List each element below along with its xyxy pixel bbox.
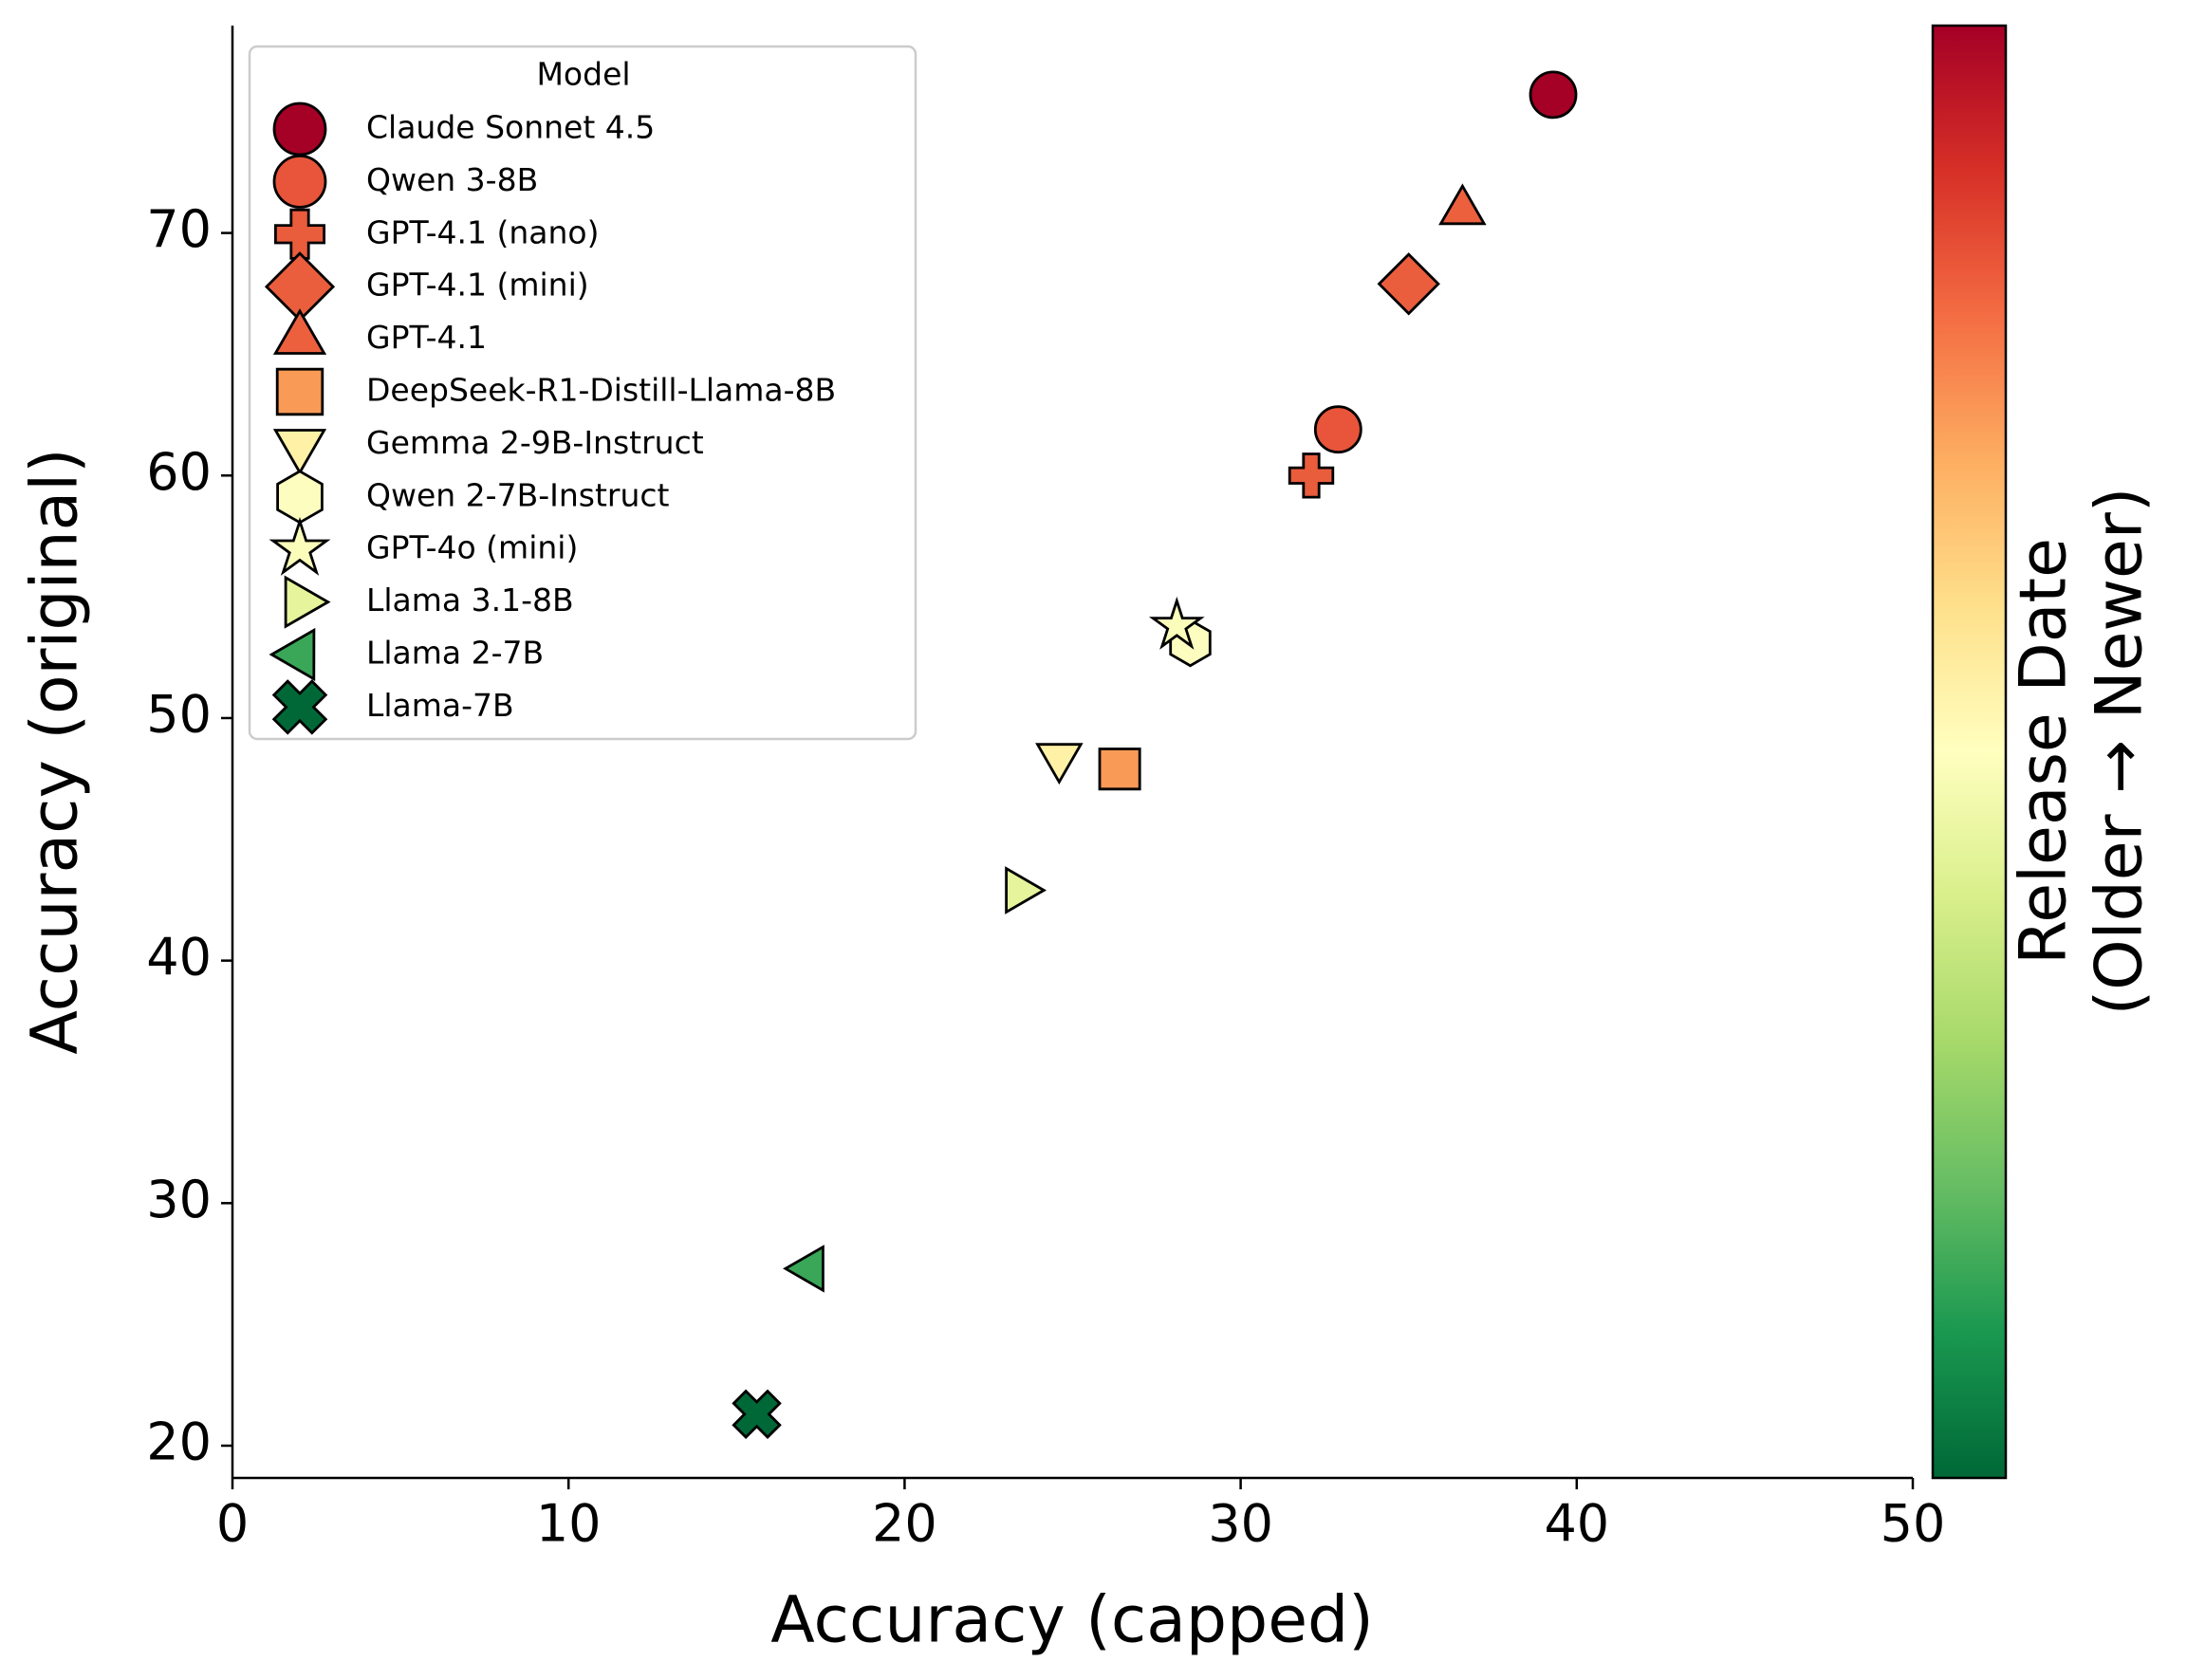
legend-marker	[276, 470, 324, 525]
y-tick-label: 50	[146, 685, 212, 745]
legend-label: Qwen 3-8B	[366, 161, 538, 198]
legend-marker	[269, 516, 331, 576]
x-tick-label: 10	[536, 1494, 602, 1554]
legend-marker	[272, 429, 327, 475]
legend-label: DeepSeek-R1-Distill-Llama-8B	[366, 372, 836, 409]
y-axis-label: Accuracy (original)	[18, 448, 93, 1054]
legend-label: Claude Sonnet 4.5	[366, 109, 655, 146]
point	[1313, 405, 1362, 454]
point	[1529, 70, 1578, 120]
legend-label: Llama 3.1-8B	[366, 582, 574, 618]
y-tick-label: 60	[146, 442, 212, 502]
legend-box	[248, 45, 917, 741]
x-axis-label: Accuracy (capped)	[770, 1583, 1374, 1658]
colorbar-label: (Older → Newer)	[2083, 488, 2158, 1016]
point	[1438, 183, 1487, 226]
point	[782, 1245, 825, 1293]
colorbar	[1931, 24, 2008, 1480]
legend-label: Llama-7B	[366, 687, 514, 724]
legend-label: GPT-4o (mini)	[366, 529, 578, 566]
legend-label: GPT-4.1 (nano)	[366, 213, 599, 250]
legend-marker	[271, 679, 328, 735]
legend-label: GPT-4.1	[366, 319, 487, 356]
legend-label: Qwen 2-7B-Instruct	[366, 476, 670, 513]
point	[1035, 743, 1084, 785]
colorbar-label: Release Date	[2007, 538, 2082, 965]
point	[1005, 866, 1047, 914]
point	[1288, 452, 1335, 499]
x-tick-label: 20	[872, 1494, 937, 1554]
x-tick-label: 30	[1208, 1494, 1273, 1554]
y-tick-label: 40	[146, 927, 212, 987]
y-tick-label: 70	[146, 199, 212, 259]
legend-label: Llama 2-7B	[366, 635, 544, 672]
legend-label: GPT-4.1 (mini)	[366, 267, 589, 304]
legend-label: Gemma 2-9B-Instruct	[366, 424, 704, 461]
y-tick-label: 20	[146, 1412, 212, 1472]
y-tick-label: 30	[146, 1170, 212, 1229]
point	[1098, 748, 1141, 791]
legend-marker	[272, 102, 327, 157]
x-tick-label: 40	[1544, 1494, 1609, 1554]
legend-title: Model	[536, 56, 630, 93]
legend-marker	[284, 575, 331, 629]
legend-marker	[275, 367, 324, 416]
legend-marker	[274, 208, 325, 260]
point	[732, 1389, 782, 1439]
legend-marker	[272, 308, 327, 355]
legend-marker	[269, 627, 316, 682]
point	[1377, 252, 1440, 316]
legend-marker	[272, 154, 327, 209]
x-tick-label: 0	[216, 1494, 249, 1554]
point	[1148, 596, 1205, 650]
x-tick-label: 50	[1881, 1494, 1946, 1554]
